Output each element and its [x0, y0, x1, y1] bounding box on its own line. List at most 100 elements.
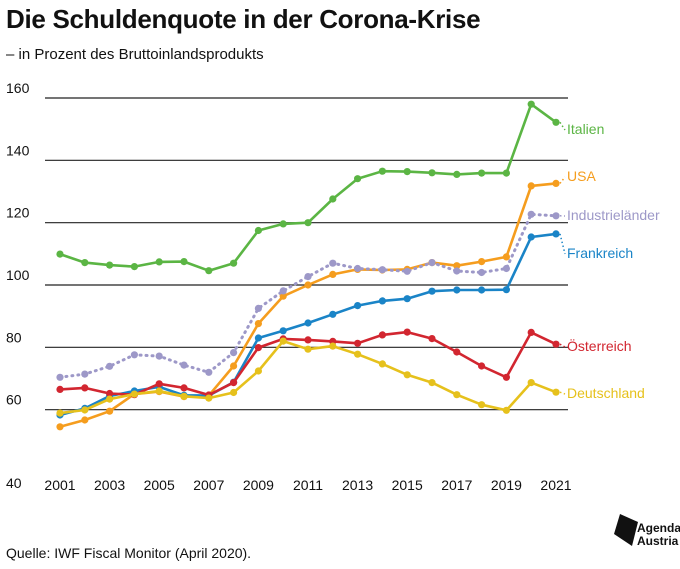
data-point	[378, 331, 386, 339]
data-point	[304, 336, 312, 344]
data-point	[155, 352, 163, 360]
data-point	[180, 384, 188, 392]
y-tick-label: 80	[6, 329, 22, 345]
data-point	[403, 295, 411, 303]
y-tick-label: 140	[6, 142, 30, 158]
data-point	[478, 401, 486, 409]
data-point	[403, 267, 411, 275]
x-tick-label: 2015	[392, 477, 423, 493]
series-frankreich	[56, 230, 566, 419]
data-point	[354, 350, 362, 358]
data-point	[527, 379, 535, 387]
data-point	[378, 167, 386, 175]
x-tick-label: 2019	[491, 477, 522, 493]
data-point	[230, 259, 238, 267]
data-point	[527, 210, 535, 218]
data-point	[279, 287, 287, 295]
label-leader	[559, 121, 566, 131]
data-point	[106, 407, 114, 415]
data-point	[428, 287, 436, 295]
series-line	[58, 102, 558, 273]
chart-title: Die Schuldenquote in der Corona-Krise	[6, 4, 481, 34]
series-label-frankreich: Frankreich	[567, 245, 633, 261]
x-tick-label: 2001	[44, 477, 75, 493]
series-group	[56, 100, 566, 431]
data-point	[155, 258, 163, 266]
data-point	[230, 379, 238, 387]
series-label-usa: USA	[567, 168, 596, 184]
data-point	[403, 371, 411, 379]
series-italien	[56, 100, 566, 275]
data-point	[106, 389, 114, 398]
data-point	[354, 339, 362, 347]
logo-line-2: Austria	[637, 534, 679, 548]
data-point	[428, 259, 436, 267]
data-point	[453, 286, 461, 294]
chart-subtitle: – in Prozent des Bruttoinlandsprodukts	[6, 46, 264, 63]
label-leader	[559, 233, 566, 255]
data-point	[478, 362, 486, 370]
data-point	[81, 370, 89, 378]
series-label-italien: Italien	[567, 121, 604, 137]
y-tick-label: 60	[6, 392, 22, 408]
x-tick-label: 2007	[193, 477, 224, 493]
data-point	[527, 182, 535, 190]
data-point	[552, 230, 560, 238]
y-tick-label: 100	[6, 267, 30, 283]
data-point	[378, 297, 386, 305]
data-point	[180, 258, 188, 266]
data-point	[106, 362, 114, 370]
data-point	[329, 259, 337, 267]
data-point	[254, 344, 262, 352]
x-tick-label: 2013	[342, 477, 373, 493]
data-point	[502, 253, 510, 261]
data-point	[81, 384, 89, 392]
data-point	[502, 264, 510, 273]
data-point	[329, 270, 337, 278]
series-industriel-nder	[56, 210, 566, 381]
data-point	[254, 226, 262, 235]
y-tick-label: 40	[6, 475, 22, 491]
data-point	[354, 264, 362, 273]
y-tick-label: 160	[6, 80, 30, 96]
data-point	[478, 286, 486, 294]
data-point	[279, 292, 287, 300]
data-point	[81, 406, 89, 414]
x-tick-label: 2005	[144, 477, 175, 493]
data-point	[403, 168, 411, 176]
data-point	[378, 360, 386, 368]
data-point	[254, 304, 262, 312]
series-line	[58, 212, 558, 379]
data-point	[378, 266, 386, 274]
data-point	[155, 387, 163, 395]
data-point	[81, 416, 89, 424]
data-point	[304, 345, 312, 353]
data-point	[155, 380, 163, 388]
data-point	[279, 220, 287, 228]
data-point	[279, 337, 287, 345]
data-point	[354, 175, 362, 183]
data-point	[403, 328, 411, 336]
data-point	[329, 310, 337, 318]
source-note: Quelle: IWF Fiscal Monitor (April 2020).	[6, 545, 252, 561]
data-point	[453, 348, 461, 356]
data-point	[180, 361, 188, 369]
data-point	[180, 392, 188, 400]
logo-text: Agenda Austria	[637, 522, 680, 548]
data-point	[453, 391, 461, 399]
data-point	[205, 368, 213, 376]
y-tick-label: 120	[6, 205, 30, 221]
series-label-deutschland: Deutschland	[567, 385, 645, 401]
data-point	[254, 367, 262, 375]
data-point	[81, 259, 89, 267]
grid-lines	[45, 97, 568, 411]
data-point	[329, 342, 337, 350]
data-point	[453, 262, 461, 270]
data-point	[254, 320, 262, 328]
data-point	[527, 328, 535, 336]
data-point	[502, 373, 510, 381]
label-leader	[559, 391, 566, 395]
data-point	[56, 385, 64, 393]
data-point	[205, 267, 213, 275]
